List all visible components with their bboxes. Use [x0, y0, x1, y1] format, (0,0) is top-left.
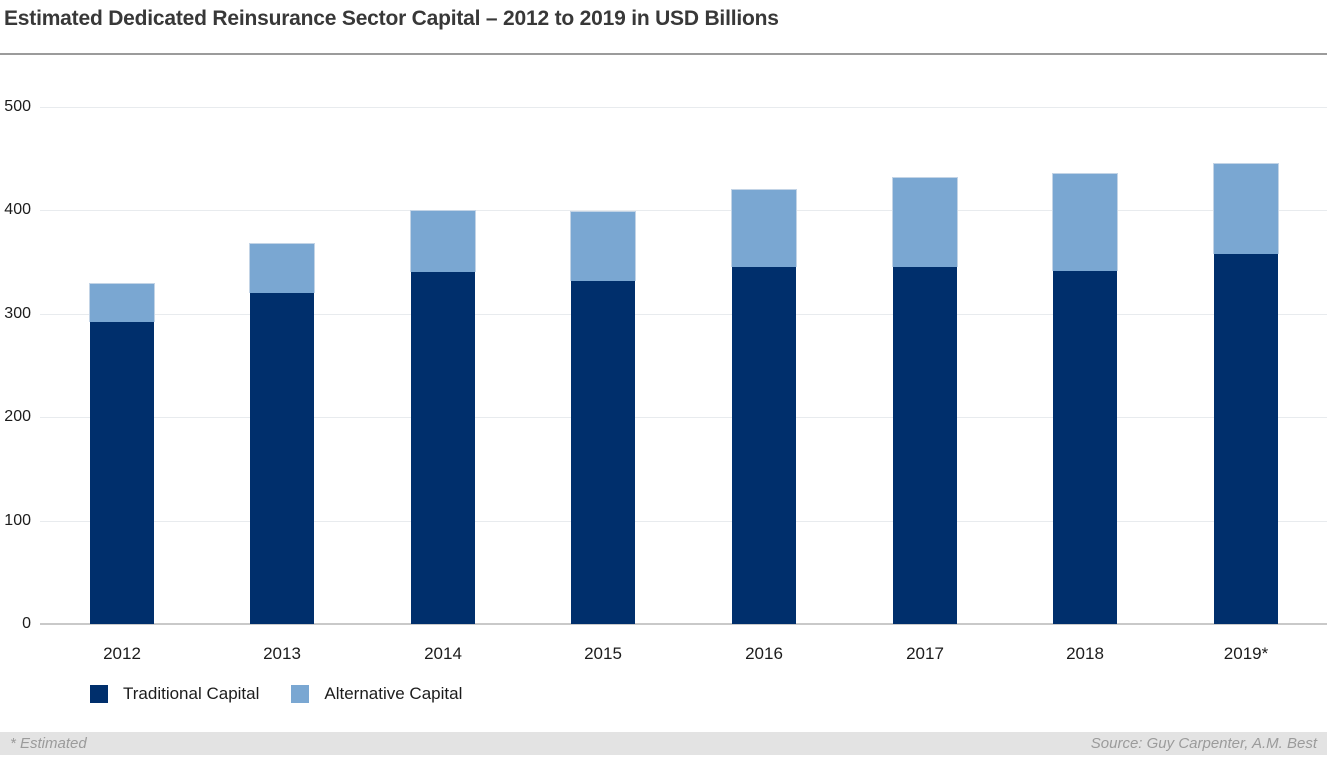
bar-alternative-2014: [410, 210, 476, 272]
y-axis-tick-label-200: 200: [4, 408, 31, 425]
x-axis-label-2018: 2018: [1066, 644, 1104, 663]
bar-traditional-2016: [732, 267, 796, 624]
bar-alternative-2012: [89, 283, 155, 322]
x-axis-label-2013: 2013: [263, 644, 301, 663]
gridline-0: [40, 623, 1327, 625]
footer-bar: * Estimated Source: Guy Carpenter, A.M. …: [0, 732, 1327, 755]
y-axis-tick-label-0: 0: [22, 615, 31, 632]
gridline-400: [40, 210, 1327, 211]
x-axis-label-2016: 2016: [745, 644, 783, 663]
bar-alternative-2015: [570, 211, 636, 281]
bar-traditional-2017: [893, 267, 957, 624]
bar-alternative-2013: [249, 243, 315, 293]
bar-traditional-2015: [571, 281, 635, 624]
bar-traditional-2019: [1214, 254, 1278, 624]
gridline-200: [40, 417, 1327, 418]
bar-traditional-2014: [411, 272, 475, 624]
bar-traditional-2018: [1053, 271, 1117, 624]
bar-alternative-2019: [1213, 163, 1279, 254]
bar-alternative-2017: [892, 177, 958, 267]
y-axis-tick-label-100: 100: [4, 512, 31, 529]
bar-alternative-2016: [731, 189, 797, 267]
legend-label-alternative: Alternative Capital: [324, 684, 463, 703]
legend-label-traditional: Traditional Capital: [123, 684, 260, 703]
x-axis-label-2017: 2017: [906, 644, 944, 663]
source-credit: Source: Guy Carpenter, A.M. Best: [1090, 735, 1317, 752]
x-axis-label-2019: 2019*: [1223, 644, 1269, 663]
chart-title: Estimated Dedicated Reinsurance Sector C…: [4, 7, 779, 30]
x-axis-label-2015: 2015: [584, 644, 622, 663]
y-axis-tick-label-500: 500: [4, 98, 31, 115]
title-divider: [0, 53, 1327, 55]
gridline-500: [40, 107, 1327, 108]
legend-item-traditional: Traditional Capital: [90, 684, 259, 704]
legend: Traditional Capital Alternative Capital: [90, 684, 462, 704]
gridline-100: [40, 521, 1327, 522]
footnote: * Estimated: [10, 735, 87, 752]
y-axis-tick-label-400: 400: [4, 201, 31, 218]
gridline-300: [40, 314, 1327, 315]
bar-traditional-2013: [250, 293, 314, 624]
y-axis-tick-label-300: 300: [4, 305, 31, 322]
legend-item-alternative: Alternative Capital: [291, 684, 462, 704]
traditional-capital-swatch-icon: [90, 685, 108, 703]
bar-alternative-2018: [1052, 173, 1118, 271]
bar-traditional-2012: [90, 322, 154, 624]
x-axis-label-2012: 2012: [103, 644, 141, 663]
alternative-capital-swatch-icon: [291, 685, 310, 703]
x-axis-label-2014: 2014: [424, 644, 462, 663]
